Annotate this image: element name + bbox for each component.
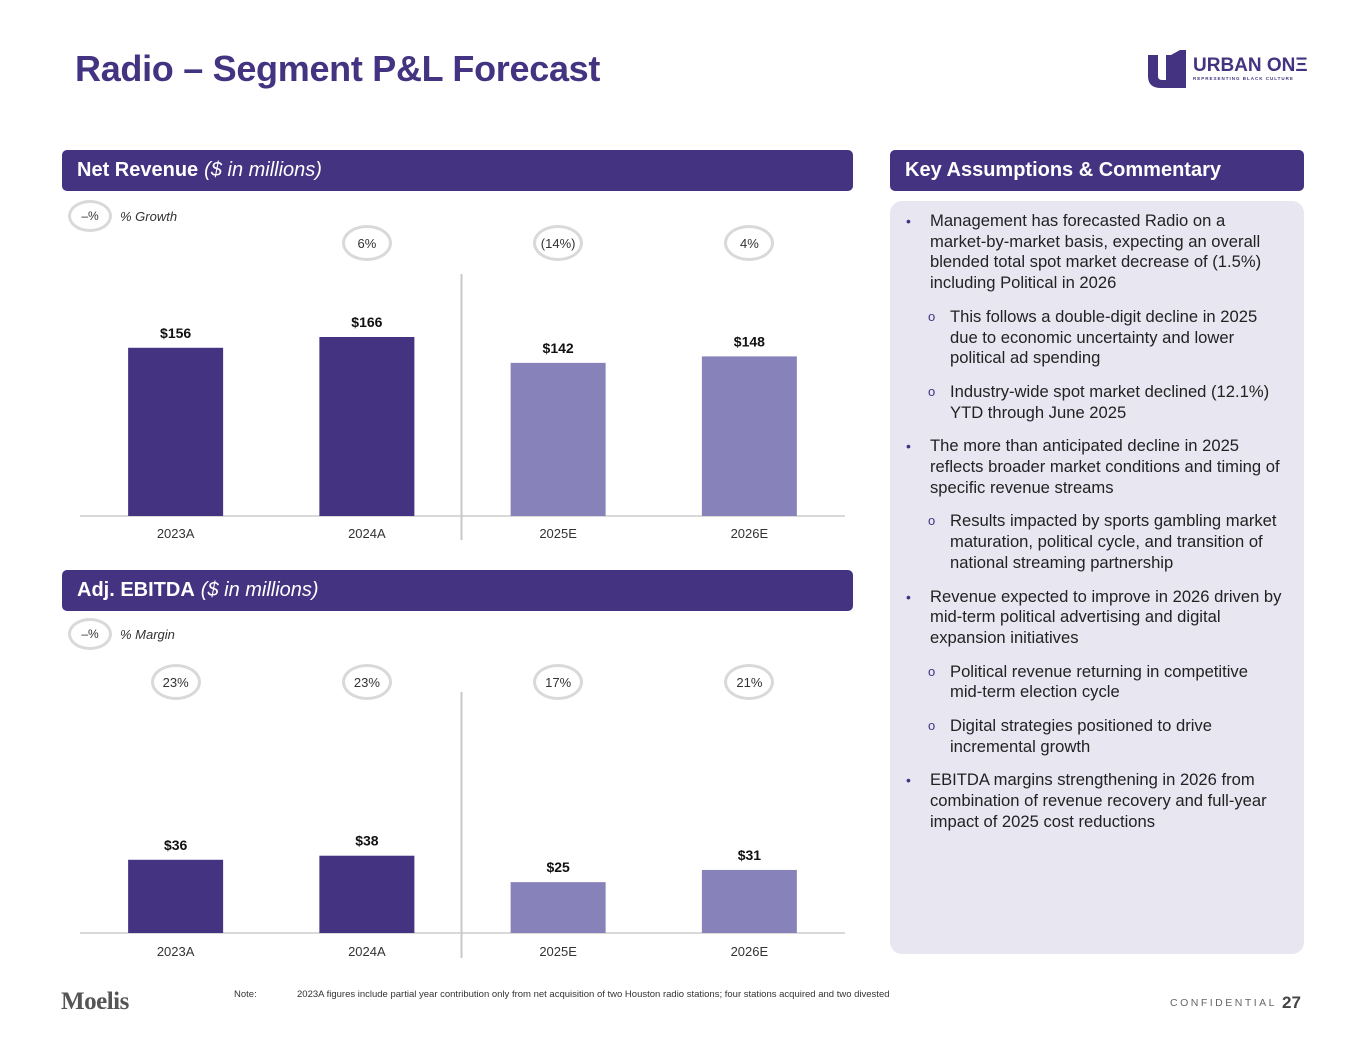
bar-value-label: $38 <box>355 833 379 849</box>
commentary-bullet: • EBITDA margins strengthening in 2026 fr… <box>906 770 1284 832</box>
commentary-bullet: • Management has forecasted Radio on a ma… <box>906 211 1284 294</box>
bullet-circle-icon: o <box>928 663 936 679</box>
margin-pill: 17% <box>533 664 584 700</box>
commentary-sub-bullet: o Results impacted by sports gambling mar… <box>906 511 1284 573</box>
growth-pill: (14%) <box>533 225 584 261</box>
net-revenue-title: Net Revenue <box>77 159 199 181</box>
x-tick-label: 2025E <box>539 526 577 541</box>
bullet-text: Political revenue returning in competiti… <box>950 661 1248 702</box>
bullet-text: Industry-wide spot market declined (12.1… <box>950 381 1270 422</box>
bar-value-label: $148 <box>734 333 765 349</box>
bullet-text: Results impacted by sports gambling mark… <box>950 511 1277 572</box>
bullet-text: EBITDA margins strengthening in 2026 fro… <box>930 770 1267 831</box>
bar-2023a <box>128 347 224 516</box>
x-tick-label: 2025E <box>539 944 577 959</box>
bullet-dot-icon: • <box>906 438 911 455</box>
legend-pill: –% <box>68 200 112 232</box>
moelis-logo: Moelis <box>61 988 129 1015</box>
commentary-bullet: • The more than anticipated decline in 20… <box>906 436 1284 498</box>
legend-label: % Margin <box>120 626 175 642</box>
x-tick-label: 2026E <box>731 944 769 959</box>
bullet-circle-icon: o <box>928 383 936 399</box>
bar-2024a <box>319 337 415 516</box>
bar-2023a <box>128 859 224 933</box>
x-tick-label: 2026E <box>731 526 769 541</box>
growth-pill: 4% <box>724 225 775 261</box>
bar-value-label: $156 <box>160 325 191 341</box>
bar-2026e <box>701 356 797 516</box>
bar-value-label: $36 <box>164 837 188 853</box>
bullet-dot-icon: • <box>906 213 911 229</box>
net-revenue-units: ($ in millions) <box>204 159 322 181</box>
adj-ebitda-header: Adj. EBITDA ($ in millions) <box>62 570 853 611</box>
legend-pill: –% <box>68 618 112 650</box>
chart-svg: $36 2023A $38 2024A $25 2025E $31 2026E <box>80 692 845 959</box>
margin-pill: 21% <box>724 664 775 700</box>
bar-value-label: $166 <box>351 314 382 330</box>
x-tick-label: 2024A <box>348 526 386 541</box>
commentary-sub-bullet: o Digital strategies positioned to drive … <box>906 716 1284 757</box>
net-revenue-header: Net Revenue ($ in millions) <box>62 150 853 191</box>
bullet-text: Management has forecasted Radio on a mar… <box>930 211 1262 293</box>
bullet-circle-icon: o <box>928 308 936 324</box>
x-tick-label: 2023A <box>157 526 195 541</box>
urban-one-u1-icon <box>1148 50 1186 88</box>
note-label: Note: <box>234 989 257 1000</box>
bar-value-label: $142 <box>543 340 574 356</box>
bullet-text: Digital strategies positioned to drive i… <box>950 716 1212 756</box>
bar-2025e <box>510 362 606 516</box>
bullet-text: This follows a double-digit decline in 2… <box>950 306 1258 368</box>
bar-2024a <box>319 855 415 933</box>
bullet-text: Revenue expected to improve in 2026 driv… <box>930 586 1282 647</box>
bullet-circle-icon: o <box>928 718 936 734</box>
bullet-dot-icon: • <box>906 772 911 789</box>
bullet-circle-icon: o <box>928 513 936 529</box>
commentary-sub-bullet: o This follows a double-digit decline in … <box>906 307 1284 369</box>
logo-tagline: REPRESENTING BLACK CULTURE <box>1193 76 1294 81</box>
bar-value-label: $25 <box>546 859 570 875</box>
bullet-text: The more than anticipated decline in 202… <box>930 436 1280 497</box>
net-revenue-chart: $156 2023A $166 2024A $142 2025E $148 2026E 6% (1… <box>80 225 845 545</box>
page-number: 27 <box>1282 993 1301 1012</box>
x-tick-label: 2023A <box>157 944 195 959</box>
margin-pill: 23% <box>150 664 201 700</box>
logo-name: URBAN ONΞ <box>1193 55 1308 76</box>
page-title: Radio – Segment P&L Forecast <box>75 48 601 89</box>
growth-legend: –% % Growth <box>68 200 177 232</box>
margin-pill: 23% <box>341 664 392 700</box>
commentary-sub-bullet: o Political revenue returning in competit… <box>906 662 1284 703</box>
chart-svg: $156 2023A $166 2024A $142 2025E $148 2026E <box>80 274 845 541</box>
x-tick-label: 2024A <box>348 944 386 959</box>
note-text: 2023A figures include partial year contr… <box>297 989 890 1000</box>
bar-value-label: $31 <box>738 847 762 863</box>
commentary-panel: • Management has forecasted Radio on a ma… <box>890 201 1304 954</box>
commentary-title: Key Assumptions & Commentary <box>905 159 1221 181</box>
growth-pill: 6% <box>341 225 392 261</box>
commentary-bullet: • Revenue expected to improve in 2026 dri… <box>906 587 1284 649</box>
confidential-label: CONFIDENTIAL <box>1170 997 1278 1009</box>
margin-legend: –% % Margin <box>68 618 175 650</box>
bar-2026e <box>701 869 797 933</box>
bar-2025e <box>510 882 606 933</box>
bullet-dot-icon: • <box>906 588 911 605</box>
commentary-sub-bullet: o Industry-wide spot market declined (12.… <box>906 382 1284 423</box>
adj-ebitda-units: ($ in millions) <box>200 579 319 601</box>
legend-label: % Growth <box>120 208 178 224</box>
adj-ebitda-chart: $36 2023A $38 2024A $25 2025E $31 2026E 23% 23% 17… <box>80 664 845 964</box>
urban-one-logo: URBAN ONΞ REPRESENTING BLACK CULTURE <box>1147 49 1308 89</box>
commentary-header: Key Assumptions & Commentary <box>890 150 1304 191</box>
adj-ebitda-title: Adj. EBITDA <box>77 579 195 601</box>
